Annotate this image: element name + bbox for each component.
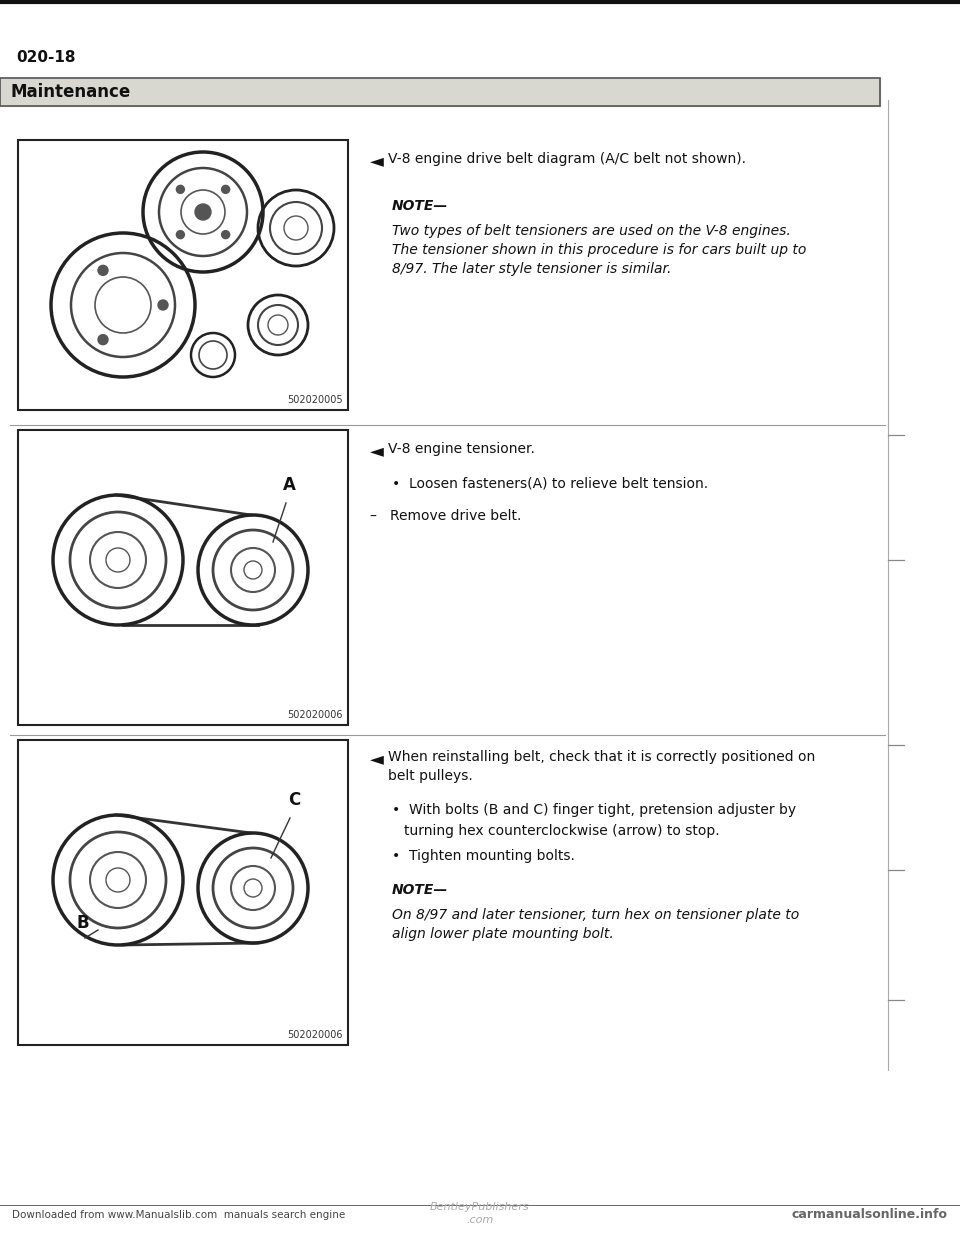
Text: On 8/97 and later tensioner, turn hex on tensioner plate to: On 8/97 and later tensioner, turn hex on…	[392, 908, 800, 922]
Circle shape	[195, 204, 211, 220]
Bar	[18, 740, 348, 1045]
Bar	[18, 140, 348, 410]
Text: A: A	[283, 476, 296, 494]
Text: V-8 engine tensioner.: V-8 engine tensioner.	[388, 442, 535, 456]
Text: ◄: ◄	[370, 152, 384, 170]
Text: 502020005: 502020005	[287, 395, 343, 405]
Bar	[18, 430, 348, 725]
Bar	[18, 740, 348, 1045]
Text: •  With bolts (B and C) finger tight, pretension adjuster by: • With bolts (B and C) finger tight, pre…	[392, 804, 796, 817]
Bar	[0, 78, 880, 106]
Text: ◄: ◄	[370, 750, 384, 768]
Circle shape	[158, 301, 168, 310]
Text: belt pulleys.: belt pulleys.	[388, 769, 472, 782]
Text: NOTE—: NOTE—	[392, 883, 448, 897]
Circle shape	[177, 185, 184, 194]
Circle shape	[98, 334, 108, 344]
Text: Two types of belt tensioners are used on the V-8 engines.: Two types of belt tensioners are used on…	[392, 225, 791, 238]
Text: .com: .com	[467, 1215, 493, 1225]
Text: 502020006: 502020006	[287, 710, 343, 720]
Text: Maintenance: Maintenance	[10, 83, 131, 101]
Text: V-8 engine drive belt diagram (A/C belt not shown).: V-8 engine drive belt diagram (A/C belt …	[388, 152, 746, 166]
Text: •  Tighten mounting bolts.: • Tighten mounting bolts.	[392, 848, 575, 863]
Bar	[18, 430, 348, 725]
Text: •  Loosen fasteners(A) to relieve belt tension.: • Loosen fasteners(A) to relieve belt te…	[392, 476, 708, 491]
Circle shape	[222, 185, 229, 194]
Text: 502020006: 502020006	[287, 1030, 343, 1040]
Bar	[18, 140, 348, 410]
Circle shape	[222, 231, 229, 238]
Bar	[0, 78, 880, 106]
Text: BentleyPublishers: BentleyPublishers	[430, 1202, 530, 1212]
Text: Downloaded from www.Manualslib.com  manuals search engine: Downloaded from www.Manualslib.com manua…	[12, 1210, 346, 1220]
Text: B: B	[76, 914, 88, 932]
Circle shape	[177, 231, 184, 238]
Text: The tensioner shown in this procedure is for cars built up to: The tensioner shown in this procedure is…	[392, 243, 806, 257]
Text: align lower plate mounting bolt.: align lower plate mounting bolt.	[392, 927, 613, 940]
Text: NOTE—: NOTE—	[392, 200, 448, 214]
Text: 8/97. The later style tensioner is similar.: 8/97. The later style tensioner is simil…	[392, 262, 671, 276]
Text: carmanualsonline.info: carmanualsonline.info	[792, 1208, 948, 1221]
Text: –   Remove drive belt.: – Remove drive belt.	[370, 508, 521, 523]
Circle shape	[98, 266, 108, 276]
Text: ◄: ◄	[370, 442, 384, 460]
Text: 020-18: 020-18	[16, 51, 76, 66]
Text: turning hex counterclockwise (arrow) to stop.: turning hex counterclockwise (arrow) to …	[404, 825, 720, 838]
Text: When reinstalling belt, check that it is correctly positioned on: When reinstalling belt, check that it is…	[388, 750, 815, 764]
Text: C: C	[288, 791, 300, 809]
